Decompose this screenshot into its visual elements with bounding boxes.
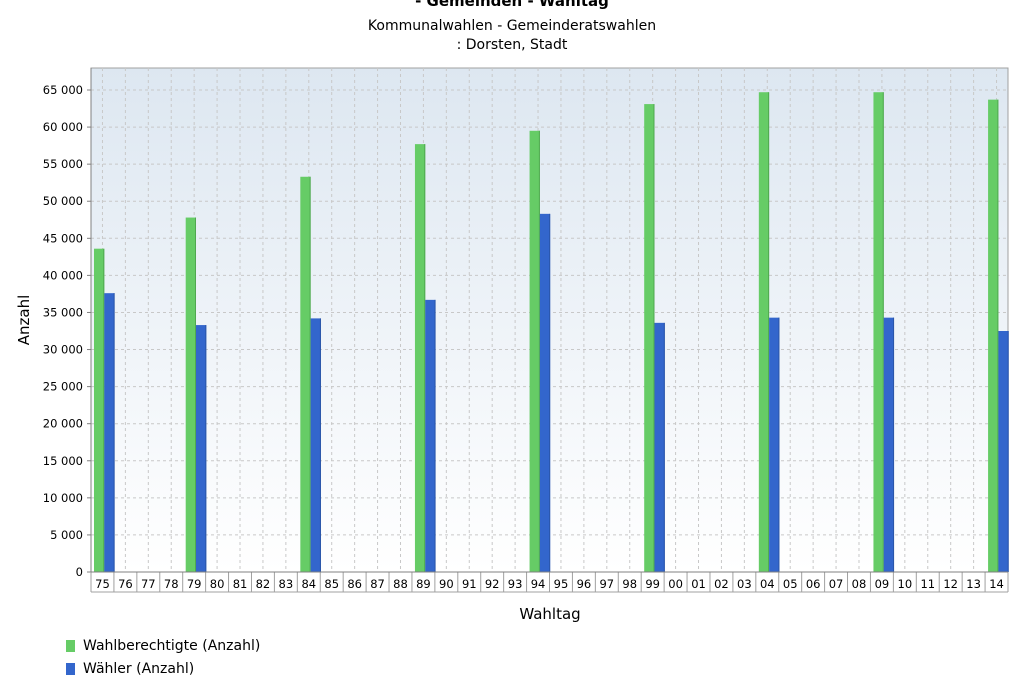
x-tick-label: 06 <box>806 577 821 591</box>
bar-wahlberechtigte <box>414 144 426 572</box>
x-tick-label: 96 <box>577 577 592 591</box>
bar-wahlberechtigte <box>644 104 655 572</box>
x-tick-label: 07 <box>829 577 844 591</box>
bar-wahlberechtigte <box>873 92 884 573</box>
x-tick-label: 99 <box>645 577 660 591</box>
x-tick-label: 10 <box>898 577 913 591</box>
x-tick-label: 80 <box>210 577 225 591</box>
x-tick-label: 82 <box>256 577 271 591</box>
chart-subtitle-line-1: Kommunalwahlen - Gemeinderatswahlen <box>367 18 657 34</box>
x-tick-label: 79 <box>187 577 202 591</box>
x-tick-label: 00 <box>668 577 683 591</box>
bar-waehler <box>654 322 665 572</box>
x-tick-label: 95 <box>554 577 569 591</box>
legend-swatch-green <box>66 640 75 652</box>
x-tick-label: 81 <box>233 577 248 591</box>
bar-wahlberechtigte <box>300 176 311 572</box>
x-tick-label: 84 <box>301 577 316 591</box>
bar-waehler <box>425 299 436 572</box>
x-tick-label: 93 <box>508 577 523 591</box>
y-tick-label: 35 000 <box>43 305 83 319</box>
x-tick-label: 04 <box>760 577 775 591</box>
x-tick-label: 01 <box>691 577 706 591</box>
legend-swatch-blue <box>66 663 75 675</box>
x-tick-label: 13 <box>966 577 981 591</box>
x-tick-label: 91 <box>462 577 477 591</box>
bar-waehler <box>998 331 1009 572</box>
x-tick-label: 97 <box>599 577 614 591</box>
y-tick-label: 5 000 <box>50 528 83 542</box>
y-tick-label: 10 000 <box>43 491 83 505</box>
bar-waehler <box>196 325 207 572</box>
x-tick-label: 89 <box>416 577 431 591</box>
y-tick-label: 25 000 <box>43 380 83 394</box>
y-tick-label: 60 000 <box>43 120 83 134</box>
y-tick-label: 30 000 <box>43 343 83 357</box>
x-tick-label: 87 <box>370 577 385 591</box>
x-tick-label: 14 <box>989 577 1004 591</box>
x-tick-label: 86 <box>347 577 362 591</box>
legend-item-wahlberechtigte: Wahlberechtigte (Anzahl) <box>66 638 260 654</box>
y-tick-label: 40 000 <box>43 268 83 282</box>
x-tick-label: 09 <box>875 577 890 591</box>
bar-waehler <box>104 293 115 572</box>
bars <box>94 92 1009 573</box>
bar-wahlberechtigte <box>758 92 770 573</box>
chart-title: - Gemeinden - Wahltag <box>415 0 609 10</box>
x-tick-label: 88 <box>393 577 408 591</box>
bar-wahlberechtigte <box>529 130 540 573</box>
x-tick-label: 76 <box>118 577 133 591</box>
x-tick-label: 94 <box>531 577 546 591</box>
bar-wahlberechtigte <box>185 217 196 572</box>
legend-label-wahlberechtigte: Wahlberechtigte (Anzahl) <box>83 638 261 654</box>
x-tick-label: 78 <box>164 577 179 591</box>
x-tick-label: 05 <box>783 577 798 591</box>
y-tick-label: 65 000 <box>43 83 83 97</box>
y-tick-label: 15 000 <box>43 454 83 468</box>
x-tick-label: 08 <box>852 577 867 591</box>
bar-wahlberechtigte <box>94 248 105 573</box>
x-tick-label: 98 <box>622 577 637 591</box>
legend-label-waehler: Wähler (Anzahl) <box>83 661 195 677</box>
bar-waehler <box>883 317 895 572</box>
legend-item-waehler: Wähler (Anzahl) <box>66 661 194 677</box>
x-tick-label: 85 <box>324 577 339 591</box>
y-tick-label: 50 000 <box>43 194 83 208</box>
bar-waehler <box>769 317 780 572</box>
x-tick-label: 03 <box>737 577 752 591</box>
y-tick-label: 0 <box>76 565 83 579</box>
bar-waehler <box>310 318 321 572</box>
x-tick-label: 90 <box>439 577 454 591</box>
y-tick-label: 45 000 <box>43 231 83 245</box>
bar-wahlberechtigte <box>988 99 999 572</box>
chart-subtitle-line-2: : Dorsten, Stadt <box>456 37 568 53</box>
bar-waehler <box>539 213 551 573</box>
x-tick-label: 75 <box>95 577 110 591</box>
x-axis-label: Wahltag <box>519 605 580 623</box>
y-tick-label: 20 000 <box>43 417 83 431</box>
x-tick-label: 02 <box>714 577 729 591</box>
x-tick-label: 12 <box>943 577 958 591</box>
x-tick-label: 83 <box>279 577 294 591</box>
x-tick-label: 92 <box>485 577 500 591</box>
y-axis-label: Anzahl <box>15 295 33 346</box>
y-tick-label: 55 000 <box>43 157 83 171</box>
x-tick-label: 77 <box>141 577 156 591</box>
x-tick-label: 11 <box>920 577 935 591</box>
